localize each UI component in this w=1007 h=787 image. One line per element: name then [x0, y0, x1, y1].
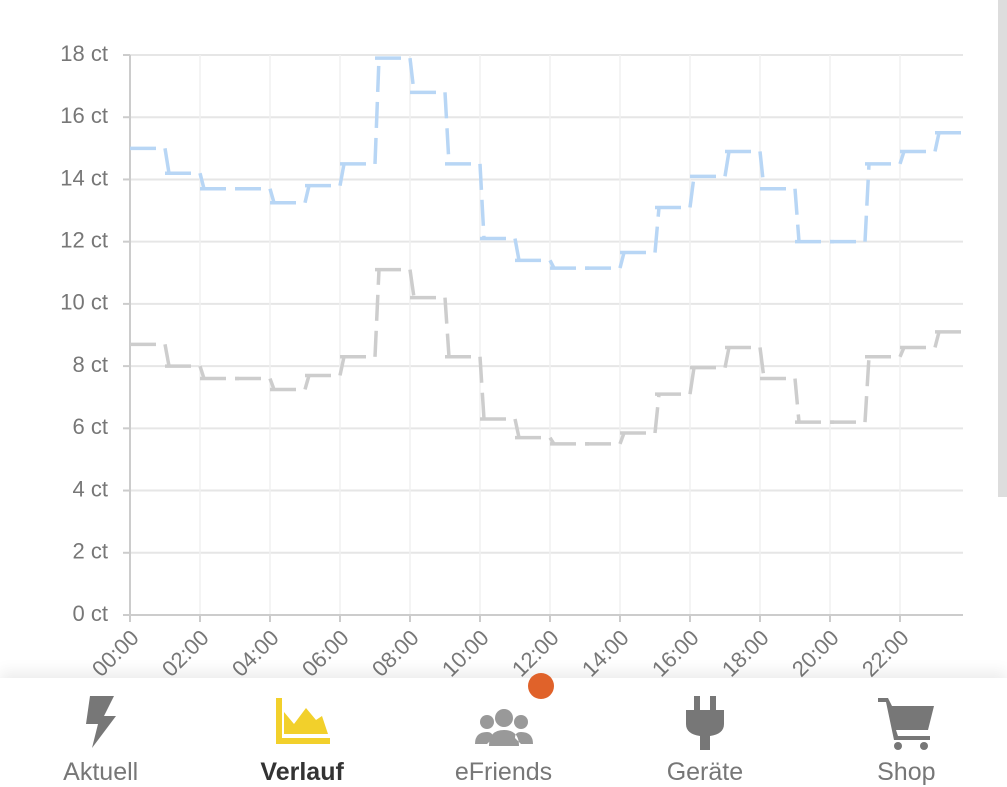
y-tick-label: 10 ct [60, 290, 108, 315]
step-riser [898, 150, 906, 165]
step-riser [723, 347, 731, 369]
x-tick-label: 16:00 [647, 625, 704, 680]
step-riser [478, 163, 486, 239]
step-riser [618, 432, 626, 445]
nav-label: eFriends [454, 758, 553, 786]
step-riser [653, 207, 661, 253]
step-riser [688, 367, 696, 395]
nav-item[interactable]: Geräte [604, 678, 805, 787]
x-tick-label: 08:00 [367, 625, 424, 680]
step-riser [863, 163, 871, 242]
step-riser [408, 57, 416, 93]
nav-label: Aktuell [63, 758, 139, 786]
y-tick-label: 12 ct [60, 227, 108, 252]
y-tick-label: 4 ct [73, 476, 108, 501]
step-riser [513, 238, 521, 261]
x-tick-label: 00:00 [87, 625, 144, 680]
step-riser [793, 378, 801, 423]
x-tick-label: 02:00 [157, 625, 214, 680]
step-riser [373, 58, 381, 164]
x-tick-label: 14:00 [577, 625, 634, 680]
step-riser [338, 163, 346, 186]
chart: 0 ct 2 ct 4 ct 6 ct 8 ct 10 ct 12 ct 14 ct 16 ct… [60, 41, 963, 680]
step-riser [268, 377, 276, 391]
step-riser [163, 344, 171, 367]
nav-item[interactable]: Verlauf [201, 678, 402, 787]
icon [474, 709, 533, 746]
icon [685, 696, 724, 750]
icon [85, 696, 116, 748]
x-tick-label: 10:00 [437, 625, 494, 680]
y-tick-label: 18 ct [60, 41, 108, 66]
notification-dot [527, 673, 554, 699]
x-tick-label: 18:00 [717, 625, 774, 680]
x-tick-label: 06:00 [297, 625, 354, 680]
step-riser [303, 374, 311, 390]
x-tick-label: 22:00 [857, 625, 914, 680]
step-riser [688, 176, 696, 208]
bottom-nav: Aktuell Verlauf eFriends Geräte Shop [0, 673, 1007, 787]
nav-item[interactable]: Aktuell [0, 678, 201, 787]
step-riser [338, 356, 346, 376]
step-riser [198, 172, 206, 190]
step-riser [653, 393, 661, 434]
step-riser [863, 356, 871, 423]
step-riser [933, 331, 941, 348]
nav-label: Verlauf [260, 758, 344, 786]
y-tick-label: 6 ct [73, 414, 108, 439]
step-riser [303, 185, 311, 204]
step-riser [373, 269, 381, 357]
y-tick-label: 14 ct [60, 165, 108, 190]
step-riser [723, 151, 731, 177]
step-riser [443, 92, 451, 164]
y-tick-label: 16 ct [60, 103, 108, 128]
step-riser [408, 269, 416, 298]
step-riser [198, 365, 206, 380]
step-riser [513, 418, 521, 439]
nav-item[interactable]: Shop [806, 678, 1007, 787]
scrollbar[interactable] [998, 0, 1007, 497]
nav-label: Shop [877, 758, 936, 786]
step-riser [758, 347, 766, 379]
y-tick-label: 0 ct [73, 601, 108, 626]
icon [878, 698, 935, 750]
nav-item[interactable]: eFriends [403, 673, 604, 787]
step-riser [758, 151, 766, 189]
x-tick-label: 20:00 [787, 625, 844, 680]
step-riser [933, 132, 941, 152]
step-riser [443, 297, 451, 357]
icon [276, 698, 331, 744]
y-tick-label: 2 ct [73, 539, 108, 564]
step-riser [793, 188, 801, 242]
step-riser [618, 252, 626, 269]
nav-label: Geräte [666, 758, 744, 786]
x-tick-label: 04:00 [227, 625, 284, 680]
step-riser [163, 148, 171, 174]
step-riser [478, 356, 486, 420]
y-tick-label: 8 ct [73, 352, 108, 377]
step-riser [268, 188, 276, 204]
